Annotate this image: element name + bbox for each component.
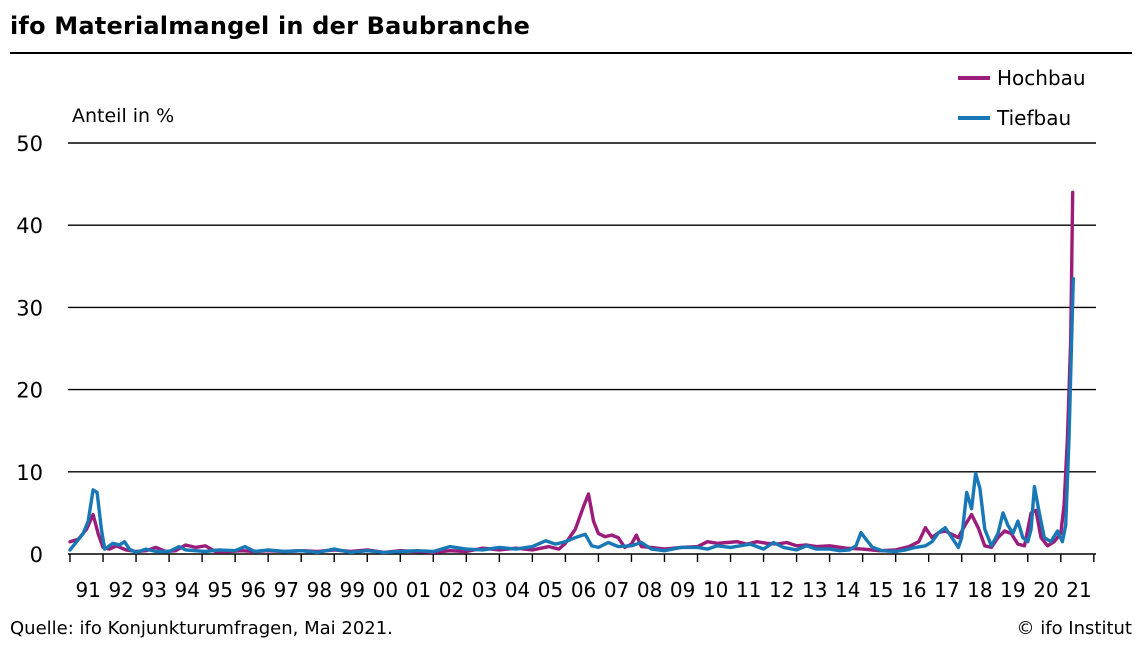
x-tick-label: 17 <box>934 578 959 602</box>
y-tick-labels: 0 10 20 30 40 50 <box>16 132 43 567</box>
y-tick-label: 40 <box>16 214 43 238</box>
x-tick-label: 18 <box>967 578 992 602</box>
y-axis-label: Anteil in % <box>72 105 174 127</box>
x-tick-label: 07 <box>604 578 629 602</box>
x-tick-label: 93 <box>141 578 166 602</box>
x-tick-label: 15 <box>868 578 893 602</box>
y-tick-label: 20 <box>16 379 43 403</box>
y-tick-label: 30 <box>16 296 43 320</box>
x-tick-label: 05 <box>538 578 563 602</box>
x-tick-label: 01 <box>406 578 431 602</box>
x-tick-label: 94 <box>175 578 200 602</box>
x-tick-label: 12 <box>769 578 794 602</box>
y-tick-label: 50 <box>16 132 43 156</box>
x-tick-label: 04 <box>505 578 530 602</box>
series-line-hochbau <box>68 190 1075 555</box>
y-tick-label: 0 <box>30 543 43 567</box>
source-note: Quelle: ifo Konjunkturumfragen, Mai 2021… <box>10 618 393 639</box>
x-tick-label: 06 <box>571 578 596 602</box>
x-tick-label: 00 <box>373 578 398 602</box>
x-tick-labels: 91 92 93 94 95 96 97 98 99 00 01 02 03 04 05 06 07 08 09 10… <box>69 554 1095 602</box>
x-tick-label: 03 <box>472 578 497 602</box>
x-tick-label: 21 <box>1066 578 1091 602</box>
x-tick-label: 08 <box>637 578 662 602</box>
copyright-note: © ifo Institut <box>1016 618 1132 639</box>
x-tick-label: 95 <box>208 578 233 602</box>
legend: Hochbau Tiefbau <box>958 66 1086 130</box>
title-divider <box>10 52 1132 54</box>
x-tick-label: 16 <box>901 578 926 602</box>
x-tick-label: 14 <box>835 578 860 602</box>
chart-title: ifo Materialmangel in der Baubranche <box>10 12 531 40</box>
x-tick-label: 20 <box>1033 578 1058 602</box>
x-tick-label: 02 <box>439 578 464 602</box>
gridlines <box>68 142 1096 555</box>
series-lines <box>68 190 1075 555</box>
x-tick-label: 91 <box>75 578 100 602</box>
x-tick-label: 10 <box>703 578 728 602</box>
x-tick-label: 96 <box>241 578 266 602</box>
legend-label-hochbau: Hochbau <box>997 66 1086 90</box>
x-tick-label: 97 <box>274 578 299 602</box>
y-tick-label: 10 <box>16 461 43 485</box>
x-tick-label: 09 <box>670 578 695 602</box>
x-tick-label: 13 <box>802 578 827 602</box>
x-tick-label: 99 <box>340 578 365 602</box>
x-tick-label: 92 <box>108 578 133 602</box>
legend-label-tiefbau: Tiefbau <box>996 106 1071 130</box>
x-tick-label: 98 <box>307 578 332 602</box>
series-line-tiefbau <box>68 276 1075 555</box>
x-tick-label: 19 <box>1000 578 1025 602</box>
x-tick-label: 11 <box>736 578 761 602</box>
